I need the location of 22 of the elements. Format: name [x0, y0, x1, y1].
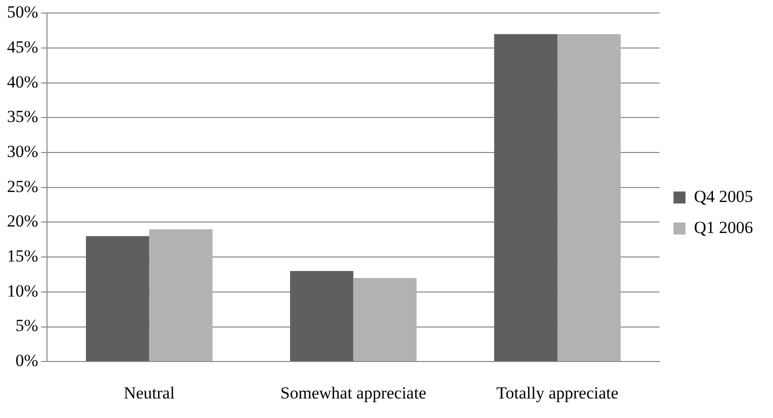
- y-tick-label: 45%: [6, 38, 38, 57]
- y-tick-label: 40%: [6, 72, 38, 92]
- y-tick-label: 15%: [6, 246, 38, 266]
- legend-label: Q1 2006: [694, 218, 754, 237]
- bar: [353, 278, 417, 362]
- bar: [86, 236, 150, 362]
- y-tick-label: 50%: [6, 2, 38, 22]
- bar: [557, 34, 621, 362]
- x-tick-label: Neutral: [124, 383, 175, 402]
- y-tick-label: 5%: [15, 316, 38, 336]
- legend-label: Q4 2005: [694, 186, 754, 206]
- y-tick-label: 35%: [6, 107, 38, 126]
- x-tick-label: Totally appreciate: [496, 383, 618, 402]
- x-tick-label: Somewhat appreciate: [280, 383, 426, 402]
- y-tick-label: 10%: [6, 281, 38, 300]
- y-tick-label: 0%: [15, 351, 38, 370]
- bar: [290, 271, 354, 362]
- y-tick-label: 25%: [6, 176, 38, 196]
- bar: [494, 34, 558, 362]
- bar: [149, 229, 212, 362]
- y-tick-label: 30%: [6, 142, 38, 162]
- y-tick-label: 20%: [6, 212, 38, 231]
